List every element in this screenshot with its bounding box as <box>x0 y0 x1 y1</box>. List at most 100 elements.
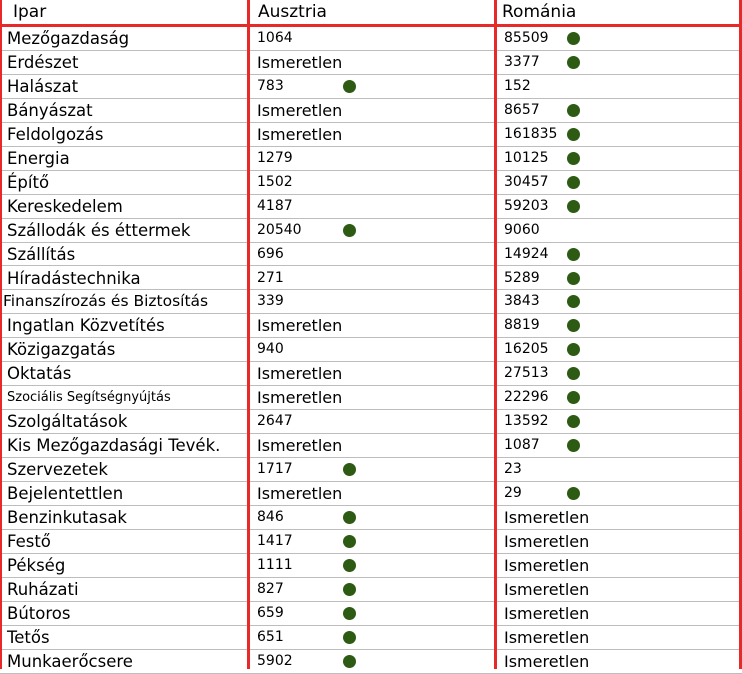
romania-value: Ismeretlen <box>504 603 590 623</box>
austria-value: 1279 <box>257 149 293 166</box>
romania-value: Ismeretlen <box>504 651 590 671</box>
table-row: Benzinkutasak 846 Ismeretlen <box>0 506 742 530</box>
table-row: Ingatlan Közvetítés Ismeretlen 8819 <box>0 314 742 339</box>
romania-marker-dot <box>567 319 580 333</box>
industry-label: Híradástechnika <box>7 268 141 288</box>
industry-label: Szervezetek <box>7 460 108 480</box>
austria-value: 1064 <box>257 30 293 46</box>
romania-value: 3843 <box>504 293 540 310</box>
romania-marker-dot <box>567 391 580 405</box>
austria-marker-dot <box>343 511 356 524</box>
table-row: Szociális Segítségnyújtás Ismeretlen 22296 <box>0 386 742 411</box>
table-row: Bányászat Ismeretlen 8657 <box>0 99 742 123</box>
industry-label: Ruházati <box>7 579 79 599</box>
romania-marker-dot <box>567 343 580 357</box>
table-row: Erdészet Ismeretlen 3377 <box>0 51 742 75</box>
header-divider <box>0 24 742 27</box>
austria-value: 4187 <box>257 197 293 214</box>
table-row: Halászat 783 152 <box>0 75 742 99</box>
industry-label: Kereskedelem <box>7 196 123 216</box>
romania-value: 14924 <box>504 245 549 262</box>
column-divider-1 <box>247 0 250 669</box>
romania-value: Ismeretlen <box>504 627 590 647</box>
austria-value: 827 <box>257 580 284 597</box>
austria-value: 651 <box>257 628 284 645</box>
romania-marker-dot <box>567 295 580 309</box>
romania-value: 22296 <box>504 389 549 406</box>
table-row: Festő 1417 Ismeretlen <box>0 530 742 554</box>
industry-label: Energia <box>7 148 70 168</box>
austria-value: 339 <box>257 293 284 310</box>
table-row: Ruházati 827 Ismeretlen <box>0 578 742 602</box>
column-divider-2 <box>494 0 497 669</box>
industry-label: Szociális Segítségnyújtás <box>7 390 171 406</box>
austria-value: 783 <box>257 77 284 94</box>
austria-value: 1417 <box>257 532 293 549</box>
romania-value: 8819 <box>504 317 540 334</box>
romania-value: 27513 <box>504 365 549 382</box>
industry-label: Szolgáltatások <box>7 412 128 432</box>
romania-marker-dot <box>567 151 580 165</box>
austria-value: 659 <box>257 604 284 621</box>
industry-label: Munkaerőcsere <box>7 651 133 671</box>
romania-value: 16205 <box>504 341 549 358</box>
austria-value: Ismeretlen <box>257 124 343 144</box>
column-divider-left <box>0 0 2 669</box>
romania-value: 10125 <box>504 149 549 166</box>
austria-marker-dot <box>343 223 356 237</box>
industry-label: Bútoros <box>7 603 71 623</box>
table-row: Építő 1502 30457 <box>0 171 742 195</box>
austria-value: 940 <box>257 341 284 358</box>
austria-value: 5902 <box>257 652 293 669</box>
romania-value: 29 <box>504 485 522 502</box>
romania-marker-dot <box>567 271 580 285</box>
austria-value: 846 <box>257 509 284 525</box>
austria-value: 696 <box>257 245 284 262</box>
austria-marker-dot <box>343 654 356 668</box>
romania-value: 8657 <box>504 101 540 118</box>
industry-label: Szállítás <box>7 244 76 264</box>
austria-value: 20540 <box>257 221 302 238</box>
romania-marker-dot <box>567 175 580 189</box>
romania-value: 3377 <box>504 53 540 70</box>
table-row: Kereskedelem 4187 59203 <box>0 195 742 219</box>
column-divider-right <box>739 0 742 669</box>
romania-marker-dot <box>567 103 580 117</box>
industry-label: Pékség <box>7 555 66 575</box>
romania-value: Ismeretlen <box>504 555 590 575</box>
industry-label: Halászat <box>7 76 79 96</box>
table-row: Mezőgazdaság 1064 85509 <box>0 27 742 51</box>
romania-marker-dot <box>567 439 580 453</box>
austria-marker-dot <box>343 558 356 572</box>
industry-label: Kis Mezőgazdasági Tevék. <box>7 436 221 456</box>
romania-value: 9060 <box>504 221 540 238</box>
romania-value: Ismeretlen <box>504 531 590 551</box>
table-row: Finanszírozás és Biztosítás 339 3843 <box>0 290 742 315</box>
romania-value: Ismeretlen <box>504 508 590 527</box>
romania-value: 59203 <box>504 197 549 214</box>
industry-label: Mezőgazdaság <box>7 29 130 48</box>
industry-label: Erdészet <box>7 52 79 72</box>
romania-marker-dot <box>567 127 580 141</box>
table-row: Közigazgatás 940 16205 <box>0 338 742 363</box>
romania-marker-dot <box>567 367 580 381</box>
austria-marker-dot <box>343 606 356 620</box>
austria-value: 1502 <box>257 173 293 190</box>
austria-marker-dot <box>343 79 356 93</box>
table-row: Híradástechnika 271 5289 <box>0 267 742 291</box>
austria-value: 1111 <box>257 556 293 573</box>
industry-label: Finanszírozás és Biztosítás <box>3 292 209 311</box>
romania-value: 161835 <box>504 125 558 142</box>
table-row: Szervezetek 1717 23 <box>0 458 742 483</box>
romania-value: 85509 <box>504 30 549 46</box>
industry-label: Bejelentettlen <box>7 484 124 504</box>
table-row: Bútoros 659 Ismeretlen <box>0 602 742 626</box>
romania-marker-dot <box>567 55 580 69</box>
industry-label: Szállodák és éttermek <box>7 220 191 240</box>
table-row: Szállítás 696 14924 <box>0 243 742 267</box>
table-row: Feldolgozás Ismeretlen 161835 <box>0 123 742 147</box>
header-romania: Románia <box>502 2 577 22</box>
romania-value: Ismeretlen <box>504 579 590 599</box>
romania-marker-dot <box>567 487 580 501</box>
